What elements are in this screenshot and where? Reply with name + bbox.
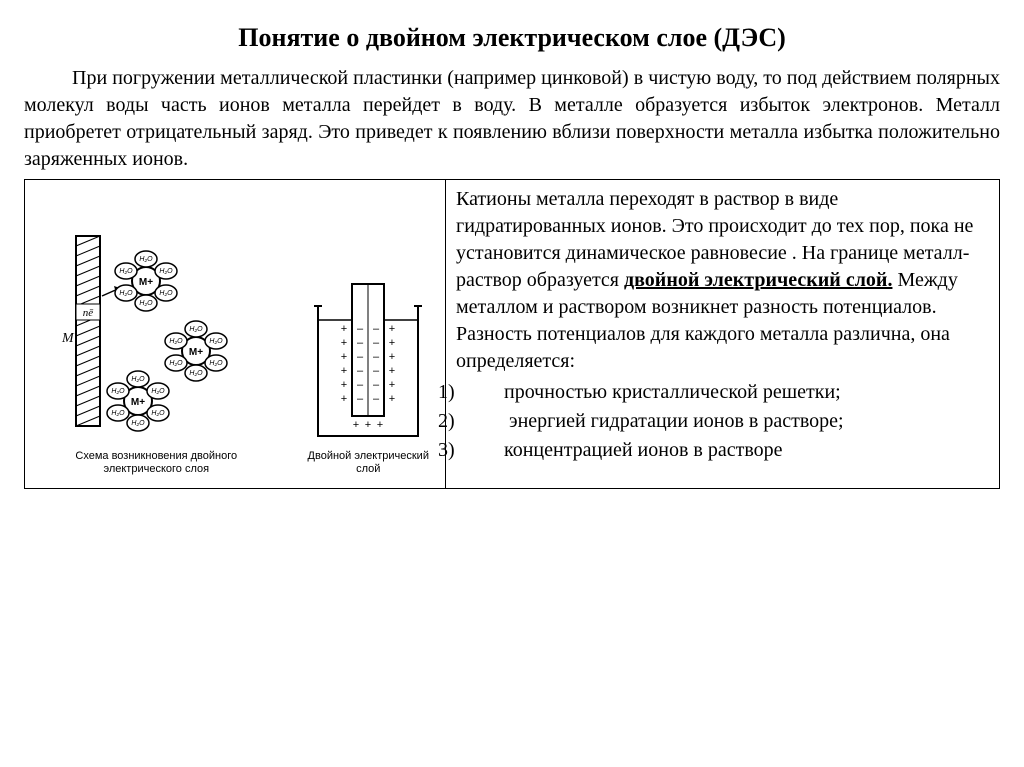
ne-label: nē xyxy=(83,307,94,319)
term-des: двойной электрический слой. xyxy=(624,269,892,291)
svg-text:M+: M+ xyxy=(189,347,203,358)
svg-text:–: – xyxy=(373,393,380,405)
svg-text:H₂O: H₂O xyxy=(190,326,204,333)
svg-text:H₂O: H₂O xyxy=(132,420,146,427)
svg-text:–: – xyxy=(357,379,364,391)
svg-text:H₂O: H₂O xyxy=(120,290,134,297)
factors-list: прочностью кристаллической решетки; энер… xyxy=(456,379,989,464)
svg-text:H₂O: H₂O xyxy=(170,360,184,367)
svg-text:H₂O: H₂O xyxy=(112,388,126,395)
svg-text:H₂O: H₂O xyxy=(160,268,174,275)
svg-text:+: + xyxy=(389,323,395,335)
svg-text:H₂O: H₂O xyxy=(210,338,224,345)
svg-text:–: – xyxy=(373,379,380,391)
svg-text:H₂O: H₂O xyxy=(152,410,166,417)
svg-text:+: + xyxy=(341,351,347,363)
svg-text:+: + xyxy=(389,365,395,377)
svg-text:H₂O: H₂O xyxy=(140,256,154,263)
svg-text:+: + xyxy=(341,365,347,377)
svg-text:–: – xyxy=(373,323,380,335)
svg-text:+: + xyxy=(389,337,395,349)
svg-text:H₂O: H₂O xyxy=(170,338,184,345)
svg-text:+: + xyxy=(341,337,347,349)
svg-text:+: + xyxy=(341,379,347,391)
svg-text:–: – xyxy=(357,365,364,377)
svg-text:H₂O: H₂O xyxy=(210,360,224,367)
factor-item: концентрацией ионов в растворе xyxy=(502,437,989,464)
svg-text:+: + xyxy=(389,393,395,405)
metal-label: M xyxy=(61,331,75,346)
page-title: Понятие о двойном электрическом слое (ДЭ… xyxy=(24,20,1000,55)
svg-text:–: – xyxy=(357,337,364,349)
svg-text:+: + xyxy=(341,323,347,335)
svg-text:H₂O: H₂O xyxy=(120,268,134,275)
caption-right: Двойной электрический слой xyxy=(302,450,435,476)
svg-text:H₂O: H₂O xyxy=(190,370,204,377)
svg-text:+: + xyxy=(389,379,395,391)
intro-paragraph: При погружении металлической пластинки (… xyxy=(24,65,1000,173)
svg-text:H₂O: H₂O xyxy=(160,290,174,297)
figure-cell: nē M M+ H₂O H₂O H₂ xyxy=(25,180,446,489)
svg-text:H₂O: H₂O xyxy=(132,376,146,383)
hydration-svg: nē M M+ H₂O H₂O H₂ xyxy=(56,226,256,446)
beaker-svg: +++ +++ +++ +++ ––– ––– ––– ––– +++ xyxy=(308,276,428,446)
svg-text:+: + xyxy=(341,393,347,405)
svg-text:–: – xyxy=(357,323,364,335)
text-cell: Катионы металла переходят в раствор в ви… xyxy=(446,180,1000,489)
svg-text:M+: M+ xyxy=(139,277,153,288)
svg-text:M+: M+ xyxy=(131,397,145,408)
svg-text:H₂O: H₂O xyxy=(140,300,154,307)
svg-text:H₂O: H₂O xyxy=(112,410,126,417)
figure-hydration: nē M M+ H₂O H₂O H₂ xyxy=(35,226,278,476)
right-paragraph: Катионы металла переходят в раствор в ви… xyxy=(456,186,989,375)
svg-text:–: – xyxy=(357,351,364,363)
svg-text:+: + xyxy=(365,419,371,431)
svg-text:+: + xyxy=(377,419,383,431)
svg-text:–: – xyxy=(373,365,380,377)
svg-text:–: – xyxy=(373,337,380,349)
factor-item: прочностью кристаллической решетки; xyxy=(502,379,989,406)
content-table: nē M M+ H₂O H₂O H₂ xyxy=(24,179,1000,489)
figure-beaker: +++ +++ +++ +++ ––– ––– ––– ––– +++ xyxy=(302,276,435,476)
svg-text:+: + xyxy=(389,351,395,363)
svg-text:–: – xyxy=(373,351,380,363)
caption-left: Схема возникновения двойного электрическ… xyxy=(35,450,278,476)
factor-item: энергией гидратации ионов в растворе; xyxy=(502,408,989,435)
svg-text:–: – xyxy=(357,393,364,405)
svg-text:H₂O: H₂O xyxy=(152,388,166,395)
svg-text:+: + xyxy=(353,419,359,431)
